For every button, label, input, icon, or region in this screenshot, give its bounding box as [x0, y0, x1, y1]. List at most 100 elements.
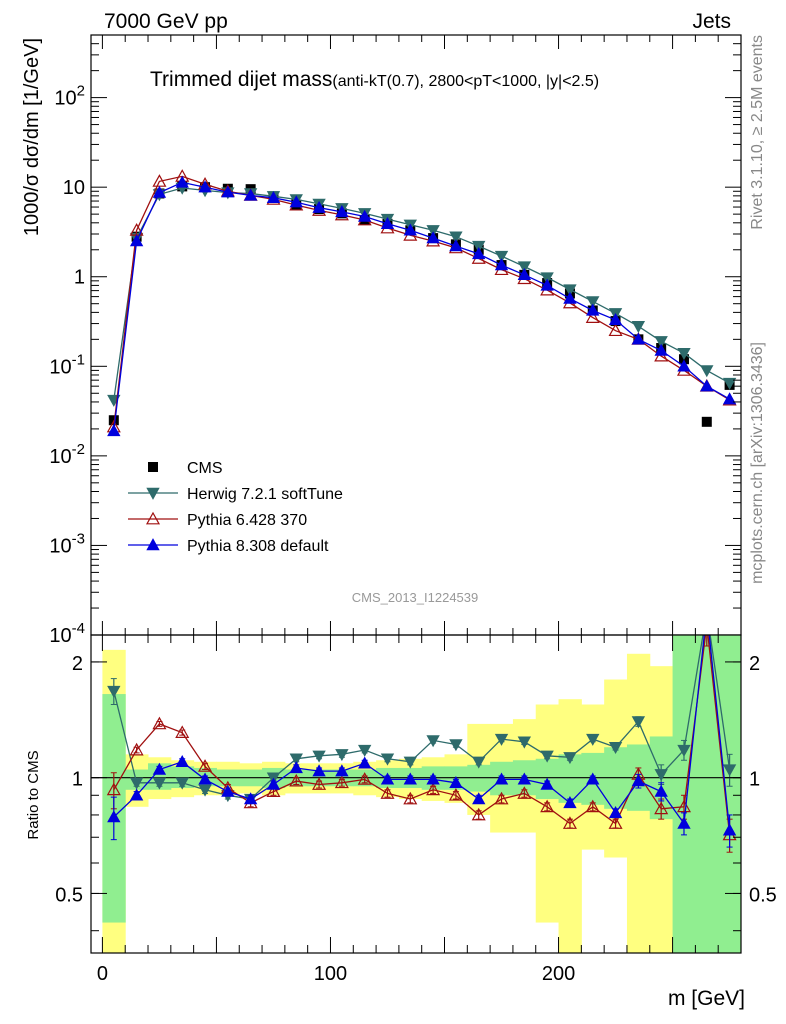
y-tick-label: 10-4 [49, 620, 85, 647]
ratio-point [289, 773, 304, 787]
ratio-point [449, 775, 463, 788]
ratio-point [608, 816, 623, 829]
uncertainty-band-green [718, 635, 741, 953]
tick-base: 10 [49, 625, 71, 647]
ratio-point [631, 716, 646, 729]
legend-label: Pythia 8.308 default [187, 538, 329, 555]
data-point [631, 332, 646, 345]
ratio-point [585, 799, 600, 813]
ratio-point [334, 775, 349, 789]
ratio-point [198, 772, 212, 785]
series-2 [106, 169, 737, 433]
uncertainty-band-green [672, 635, 696, 953]
tick-base: 10 [49, 446, 71, 468]
ratio-point [608, 806, 623, 819]
ratio-point [676, 799, 692, 813]
y-tick-label-right: 0.5 [749, 884, 777, 906]
data-point [449, 239, 463, 252]
ratio-point [107, 685, 121, 698]
header-right: Jets [692, 10, 731, 33]
ratio-point [701, 607, 713, 618]
data-point [631, 321, 646, 334]
data-point [494, 250, 509, 263]
ratio-line [113, 635, 731, 800]
data-point [107, 424, 121, 437]
data-point [129, 234, 144, 247]
tick-base: 10 [54, 88, 76, 110]
data-point [221, 185, 235, 198]
ratio-point [221, 784, 235, 797]
ratio-point [107, 810, 121, 823]
ratio-point [608, 742, 623, 755]
y-tick-label-right: 2 [749, 653, 760, 675]
top-y-axis-label: 1000/σ dσ/dm [1/GeV] [21, 38, 43, 236]
tick-exponent: -1 [72, 351, 85, 368]
ratio-point [243, 792, 258, 805]
tick-exponent: -3 [72, 530, 85, 547]
ratio-point [448, 788, 463, 801]
ratio-point [266, 784, 281, 798]
series-3 [107, 175, 737, 437]
ratio-point [175, 754, 189, 767]
ratio-point [403, 756, 417, 769]
legend-label: Pythia 6.428 370 [187, 512, 307, 529]
series-1 [107, 182, 737, 407]
ratio-point [426, 735, 440, 748]
ratio-point [129, 742, 144, 756]
data-point [585, 310, 600, 323]
legend-entry: Pythia 6.428 370 [128, 511, 307, 529]
ratio-point [631, 774, 646, 787]
ratio-point [380, 786, 395, 799]
title-main: Trimmed dijet mass [150, 68, 332, 91]
series-0 [108, 181, 735, 427]
ratio-series-1 [106, 635, 737, 853]
data-point [722, 392, 737, 405]
data-point [700, 365, 714, 378]
ratio-point [517, 772, 532, 785]
tick-base: 10 [49, 356, 71, 378]
legend-entry: Herwig 7.2.1 softTune [128, 486, 343, 503]
data-point [335, 205, 349, 218]
x-axis-label: m [GeV] [668, 987, 745, 1010]
x-tick-label: 0 [97, 963, 108, 985]
tick-exponent: -4 [72, 620, 85, 637]
ratio-point [494, 772, 509, 785]
ratio-point [722, 764, 737, 777]
data-point [380, 216, 395, 229]
title-sub: (anti-kT(0.7), 2800<pT<1000, |y|<2.5) [332, 73, 599, 90]
data-point [243, 188, 258, 201]
y-tick-label: 102 [54, 83, 85, 110]
ratio-point [175, 725, 190, 738]
ratio-point [266, 777, 281, 790]
legend: CMS Herwig 7.2.1 softTune Pythia 6.428 370… [128, 460, 343, 555]
ratio-point [403, 772, 417, 785]
x-tick-label: 100 [314, 963, 347, 985]
data-point [175, 175, 189, 188]
analysis-id: CMS_2013_I1224539 [352, 590, 479, 605]
data-point [540, 272, 554, 285]
ratio-point [335, 764, 349, 777]
data-point [403, 223, 417, 236]
legend-entry: CMS [148, 460, 223, 477]
data-point [449, 231, 463, 244]
legend-marker [148, 462, 158, 472]
data-point [517, 261, 532, 274]
header-left: 7000 GeV pp [104, 10, 228, 33]
ratio-point [198, 784, 212, 797]
tick-exponent: -2 [72, 441, 85, 458]
ratio-point [677, 816, 691, 829]
uncertainty-band-green [695, 635, 719, 953]
data-point [608, 323, 623, 337]
data-point [198, 180, 212, 193]
ratio-point [449, 739, 463, 752]
tick-base: 10 [49, 535, 71, 557]
tick-exponent: 2 [77, 83, 85, 100]
ratio-point [654, 769, 668, 782]
ratio-point [335, 749, 349, 762]
ratio-point [677, 744, 691, 757]
ratio-point [517, 786, 532, 799]
ratio-point [563, 796, 577, 809]
ratio-point [471, 807, 486, 821]
data-point [540, 278, 554, 291]
ratio-line [113, 635, 731, 835]
